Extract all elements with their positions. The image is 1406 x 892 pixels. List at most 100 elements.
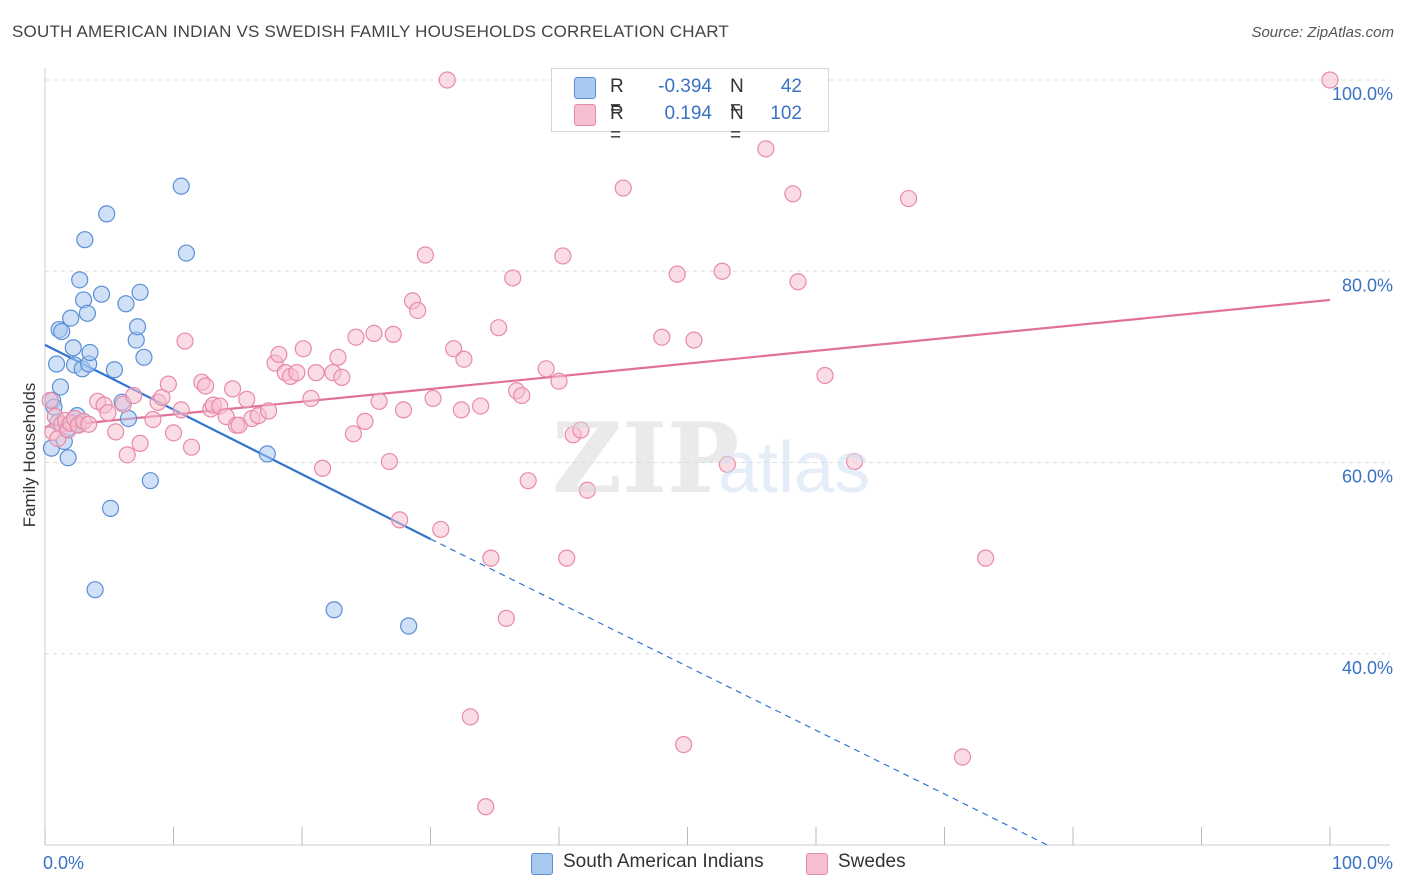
r-value: -0.394 xyxy=(658,76,712,97)
swede-point xyxy=(675,735,693,754)
swede-point xyxy=(718,455,736,474)
swede-point xyxy=(197,377,215,395)
swede-point xyxy=(550,372,568,390)
swede-point xyxy=(497,609,515,627)
swede-point xyxy=(452,401,470,419)
south-american-indian-point xyxy=(135,348,153,366)
svg-text:ZIP: ZIP xyxy=(552,402,739,515)
south-american-indian-point xyxy=(64,339,82,357)
swede-point xyxy=(302,389,320,408)
swede-point xyxy=(394,401,413,419)
swede-point xyxy=(653,328,671,346)
swede-point xyxy=(424,389,442,408)
swede-point xyxy=(558,549,576,567)
swede-point xyxy=(519,472,537,490)
swede-point xyxy=(99,404,117,422)
south-american-indian-point xyxy=(47,355,66,373)
south-american-indian-point xyxy=(76,231,94,249)
swede-point xyxy=(482,549,500,567)
south-american-indian-point xyxy=(53,322,71,341)
south-american-indian-point xyxy=(71,271,89,289)
swede-point xyxy=(416,246,434,264)
swede-point xyxy=(131,434,149,452)
swede-point xyxy=(41,391,59,409)
swede-point xyxy=(313,459,332,477)
source-label: Source: ZipAtlas.com xyxy=(1251,24,1394,41)
pink-swatch xyxy=(574,104,596,126)
south-american-indian-point xyxy=(86,581,104,599)
swede-point xyxy=(344,425,362,443)
swede-point xyxy=(477,798,495,816)
swede-point xyxy=(329,348,347,366)
n-value: 102 xyxy=(770,103,802,124)
south-american-indian-point xyxy=(177,244,195,262)
south-american-indian-point xyxy=(78,304,97,322)
gridlines xyxy=(45,79,1390,655)
swede-point xyxy=(461,708,479,726)
swede-point xyxy=(80,415,98,433)
south-american-indian-point xyxy=(258,445,276,463)
chart-title: SOUTH AMERICAN INDIAN VS SWEDISH FAMILY … xyxy=(12,22,730,41)
swede-point xyxy=(977,549,995,567)
swede-point xyxy=(438,71,456,89)
swede-point xyxy=(899,189,918,208)
swede-point xyxy=(144,410,162,429)
trend-lines xyxy=(44,298,1331,846)
swede-point xyxy=(572,421,590,439)
swede-point xyxy=(176,332,194,350)
swede-point xyxy=(307,364,325,382)
y-tick-label: 80.0% xyxy=(1342,275,1393,295)
swede-point xyxy=(789,273,807,291)
x-tick-label: 100.0% xyxy=(1332,853,1393,873)
blue-swatch xyxy=(574,77,596,99)
svg-text:atlas: atlas xyxy=(718,428,870,508)
swede-point xyxy=(259,402,278,420)
n-label: N = xyxy=(730,103,744,146)
swede-point xyxy=(784,185,802,203)
swede-point xyxy=(294,340,312,358)
swede-point xyxy=(409,301,427,320)
south-american-indian-trend-line xyxy=(44,343,431,540)
swede-point xyxy=(391,511,409,529)
n-label: N = xyxy=(730,76,744,119)
swede-point xyxy=(356,412,374,430)
swede-point xyxy=(159,375,177,393)
swede-point xyxy=(455,350,473,368)
legend-label: South American Indians xyxy=(563,851,764,872)
swede-point xyxy=(713,262,731,280)
swede-point xyxy=(270,345,288,364)
x-tick-label: 0.0% xyxy=(43,853,84,873)
swede-point xyxy=(472,397,490,415)
south-american-indian-point xyxy=(141,472,159,490)
correlation-legend: R = -0.394 N = 42 R = 0.194 N = 102 xyxy=(551,68,829,146)
swede-point xyxy=(513,386,531,405)
swede-point xyxy=(288,364,306,382)
axes xyxy=(44,68,1390,846)
swede-point xyxy=(537,360,555,378)
south-american-indian-point xyxy=(101,499,120,517)
south-american-indian-point xyxy=(105,361,123,379)
swede-point xyxy=(172,401,190,419)
legend-label: Swedes xyxy=(838,851,906,872)
swede-point xyxy=(757,140,775,158)
watermark: ZIP atlas xyxy=(552,402,870,515)
south-american-indian-point xyxy=(131,283,149,301)
south-american-indian-point xyxy=(172,177,190,195)
swede-point xyxy=(1321,71,1339,89)
y-tick-label: 60.0% xyxy=(1342,467,1393,487)
south-american-indian-point xyxy=(128,318,147,336)
swede-point xyxy=(432,520,450,539)
south-american-indian-point xyxy=(92,285,111,303)
swede-point xyxy=(845,452,864,471)
swede-point xyxy=(816,366,834,385)
south-american-indian-point xyxy=(59,449,77,467)
swede-point xyxy=(445,340,463,358)
n-value: 42 xyxy=(780,76,802,97)
tick-labels: 40.0% 60.0% 80.0% 100.0% 0.0% 100.0% xyxy=(43,84,1393,873)
swede-point xyxy=(504,269,522,287)
swede-point xyxy=(953,748,972,766)
swede-point xyxy=(333,368,351,386)
swede-point xyxy=(107,423,125,441)
swede-point xyxy=(347,328,365,346)
